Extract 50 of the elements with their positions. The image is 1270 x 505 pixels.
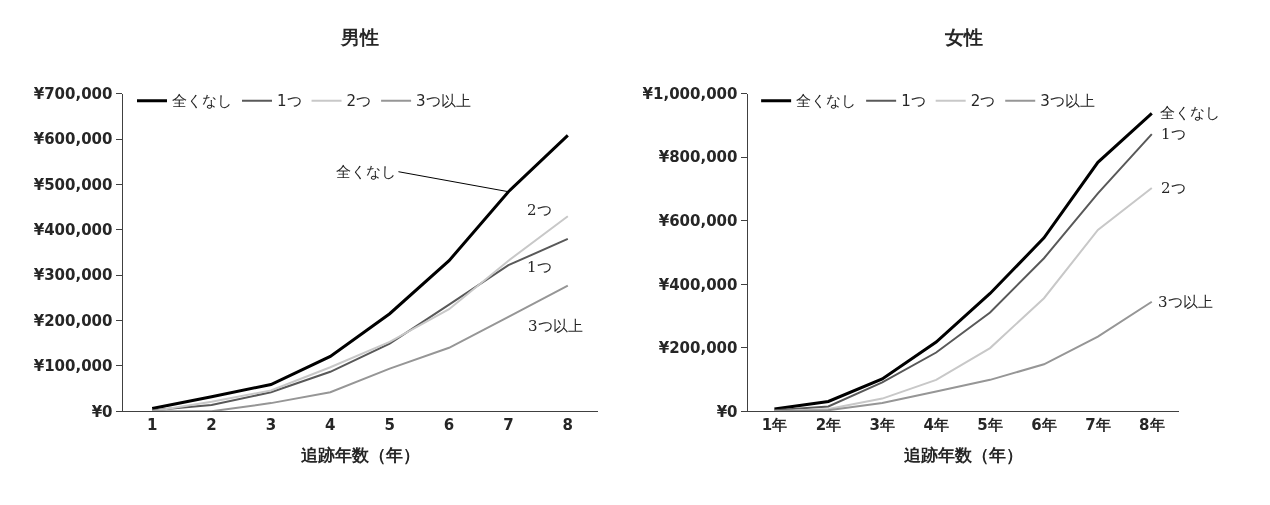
annotation: 2つ	[527, 201, 552, 219]
x-tick-label: 8	[562, 416, 574, 435]
x-tick-label: 1年	[761, 416, 788, 435]
y-tick-label: ¥700,000	[33, 84, 113, 103]
annotation: 全くなし	[1160, 104, 1220, 122]
x-tick-label: 3年	[869, 416, 895, 435]
x-tick-label: 3	[265, 416, 277, 435]
x-tick-label: 5	[384, 416, 395, 435]
y-tick-label: ¥100,000	[33, 357, 113, 376]
x-tick-label: 8年	[1139, 416, 1165, 435]
annotation: 3つ以上	[528, 317, 583, 335]
y-tick-label: ¥400,000	[658, 275, 738, 294]
y-tick-label: ¥1,000,000	[642, 84, 738, 103]
x-tick-label: 6	[443, 416, 455, 435]
x-tick-label: 6年	[1031, 416, 1057, 435]
annotation: 3つ以上	[1158, 293, 1213, 311]
x-axis-title: 追跡年数（年）	[902, 444, 1023, 465]
y-tick-label: ¥300,000	[33, 266, 113, 285]
y-tick-label: ¥800,000	[658, 148, 738, 167]
chart-title: 男性	[340, 26, 379, 48]
x-tick-label: 2年	[815, 416, 842, 435]
legend-label: 1つ	[277, 92, 302, 111]
annotation: 1つ	[1161, 125, 1186, 143]
y-tick-label: ¥200,000	[658, 339, 738, 358]
annotation: 1つ	[527, 258, 552, 276]
y-tick-label: ¥600,000	[658, 211, 738, 230]
x-tick-label: 7	[503, 416, 514, 435]
legend-label: 2つ	[970, 92, 996, 111]
chart-title: 女性	[944, 26, 983, 48]
legend-label: 全くなし	[796, 92, 857, 111]
x-tick-label: 1	[146, 416, 158, 435]
legend-label: 3つ以上	[1040, 92, 1095, 111]
x-tick-label: 7年	[1085, 416, 1111, 435]
legend-label: 2つ	[346, 92, 372, 111]
y-tick-label: ¥200,000	[33, 311, 113, 330]
x-tick-label: 5年	[977, 416, 1003, 435]
legend-label: 全くなし	[172, 92, 232, 111]
annotation: 全くなし	[336, 163, 396, 181]
y-tick-label: ¥600,000	[33, 130, 113, 149]
x-axis-title: 追跡年数（年）	[299, 444, 420, 465]
legend-label: 1つ	[901, 92, 926, 111]
y-tick-label: ¥0	[91, 402, 113, 421]
y-tick-label: ¥0	[716, 402, 738, 421]
x-tick-label: 4	[325, 416, 336, 435]
legend-label: 3つ以上	[416, 92, 471, 111]
x-tick-label: 4年	[923, 416, 949, 435]
annotation: 2つ	[1161, 179, 1186, 197]
x-tick-label: 2	[206, 416, 217, 435]
y-tick-label: ¥400,000	[33, 221, 113, 240]
y-tick-label: ¥500,000	[33, 175, 113, 194]
